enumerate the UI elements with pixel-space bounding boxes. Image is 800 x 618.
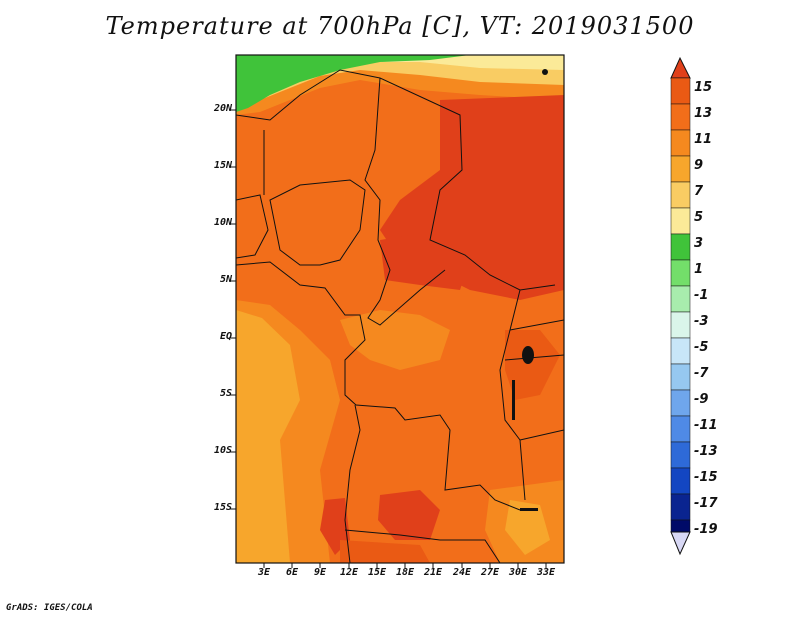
colorbar-seg-2 [670, 103, 691, 131]
country-borders [236, 69, 564, 563]
colorbar-label-neg11: -11 [694, 418, 718, 433]
border-westafrica [236, 194, 269, 259]
lakes [512, 69, 548, 511]
colorbar-seg-1 [670, 77, 691, 105]
colorbar-seg-3 [670, 129, 691, 157]
colorbar-seg-13 [670, 389, 691, 417]
colorbar-seg-12 [670, 363, 691, 391]
colorbar-label-1: 1 [694, 262, 704, 277]
colorbar-label-3: 3 [694, 236, 704, 251]
lon-label-12e: 12E [339, 567, 359, 578]
lat-ticks [230, 109, 236, 510]
border-angola-drc [355, 404, 521, 511]
colorbar-seg-17 [670, 493, 691, 521]
colorbar-label-neg19: -19 [694, 522, 718, 537]
lake-kariba [520, 508, 538, 511]
colorbar-seg-11 [670, 337, 691, 365]
field-southeast-light [505, 500, 550, 555]
border-sahel [236, 69, 556, 291]
colorbar-label-neg3: -3 [694, 314, 709, 329]
lon-label-21e: 21E [423, 567, 443, 578]
colorbar-label-9: 9 [694, 158, 704, 173]
colorbar-label-neg9: -9 [694, 392, 709, 407]
colorbar-label-neg7: -7 [694, 366, 709, 381]
colorbar-seg-8 [670, 259, 691, 287]
colorbar-seg-9 [670, 285, 691, 313]
border-angola-west [344, 404, 361, 563]
lon-label-9e: 9E [313, 567, 327, 578]
lon-label-27e: 27E [480, 567, 500, 578]
lon-label-3e: 3E [257, 567, 271, 578]
lon-ticks [263, 563, 547, 568]
lat-label-15s: 15S [213, 502, 232, 513]
lon-label-33e: 33E [536, 567, 556, 578]
plot-title: Temperature at 700hPa [C], VT: 201903150… [105, 12, 695, 40]
lat-label-5s: 5S [219, 388, 232, 399]
lon-label-15e: 15E [367, 567, 387, 578]
colorbar-label-neg13: -13 [694, 444, 718, 459]
colorbar-label-5: 5 [694, 210, 704, 225]
border-chad-line [364, 77, 446, 326]
colorbar [670, 56, 691, 556]
field-south-edge-red [340, 540, 430, 563]
border-nigeria [269, 179, 366, 266]
lat-label-5n: 5N [219, 274, 232, 285]
colorbar-label-neg5: -5 [694, 340, 709, 355]
lat-label-15n: 15N [213, 160, 232, 171]
lon-label-24e: 24E [452, 567, 472, 578]
lat-label-eq: EQ [219, 331, 232, 342]
colorbar-label-neg1: -1 [694, 288, 709, 303]
colorbar-label-neg15: -15 [694, 470, 718, 485]
colorbar-label-neg17: -17 [694, 496, 718, 511]
colorbar-label-11: 11 [694, 132, 713, 147]
temperature-field [236, 55, 564, 563]
colorbar-seg-5 [670, 181, 691, 209]
lon-label-30e: 30E [508, 567, 528, 578]
colorbar-seg-6 [670, 207, 691, 235]
colorbar-seg-4 [670, 155, 691, 183]
lake-nasser [542, 69, 548, 75]
colorbar-label-7: 7 [694, 184, 704, 199]
lat-label-10s: 10S [213, 445, 232, 456]
field-east-lake-region [505, 330, 560, 400]
colorbar-bottom-arrow [670, 531, 691, 556]
border-coast [236, 261, 366, 406]
field-coast-band [236, 310, 300, 563]
grads-credit: GrADS: IGES/COLA [6, 603, 93, 613]
colorbar-top-arrow [670, 56, 691, 79]
lat-label-20n: 20N [213, 103, 232, 114]
colorbar-seg-18 [670, 519, 691, 533]
lon-label-18e: 18E [395, 567, 415, 578]
field-basin-patch [340, 310, 450, 370]
border-east [499, 289, 526, 501]
lat-label-10n: 10N [213, 217, 232, 228]
border-east-lines [504, 319, 564, 441]
colorbar-seg-7 [670, 233, 691, 261]
lake-victoria [522, 346, 534, 364]
colorbar-seg-15 [670, 441, 691, 469]
border-namibia [344, 529, 501, 563]
field-sahara-green [236, 55, 470, 112]
colorbar-label-15: 15 [694, 80, 713, 95]
colorbar-seg-14 [670, 415, 691, 443]
field-south-red [378, 490, 440, 540]
lake-tanganyika [512, 380, 515, 420]
map-frame [235, 54, 565, 564]
colorbar-seg-10 [670, 311, 691, 339]
colorbar-seg-16 [670, 467, 691, 495]
lon-label-6e: 6E [285, 567, 299, 578]
field-central-red [380, 230, 470, 290]
colorbar-label-13: 13 [694, 106, 713, 121]
